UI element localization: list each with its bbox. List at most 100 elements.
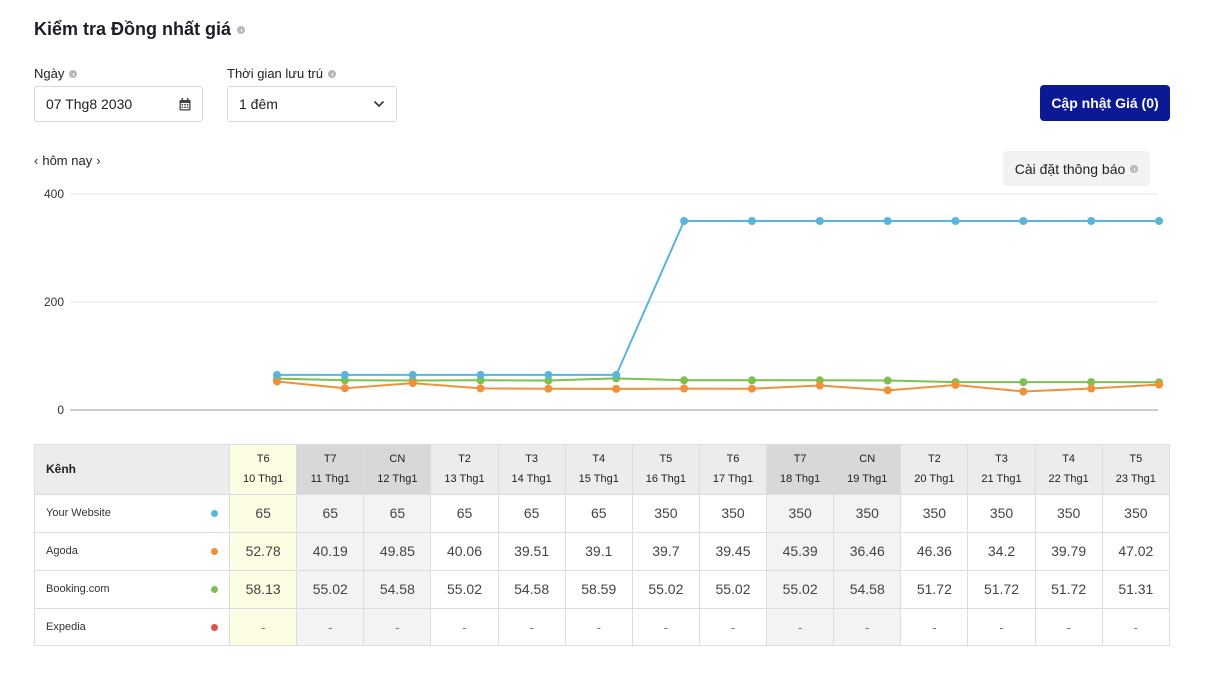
price-cell[interactable]: 54.58 (363, 570, 432, 609)
price-cell[interactable]: - (498, 608, 566, 645)
data-point-your-website[interactable] (1087, 217, 1096, 225)
price-cell[interactable]: 46.36 (900, 532, 969, 571)
price-cell[interactable]: 39.1 (565, 532, 633, 571)
data-point-agoda[interactable] (1087, 384, 1096, 393)
price-cell[interactable]: 39.51 (498, 532, 566, 571)
info-icon[interactable] (237, 25, 246, 34)
info-icon[interactable] (69, 69, 78, 78)
price-cell[interactable]: - (363, 608, 432, 645)
price-cell[interactable]: 52.78 (229, 532, 298, 571)
price-cell[interactable]: 65 (498, 494, 566, 533)
notification-settings-button[interactable]: Cài đặt thông báo (1003, 151, 1150, 186)
data-point-your-website[interactable] (1155, 217, 1164, 225)
price-cell[interactable]: - (833, 608, 902, 645)
info-icon[interactable] (328, 69, 336, 78)
data-point-agoda[interactable] (612, 384, 621, 393)
price-cell[interactable]: 65 (296, 494, 365, 533)
price-cell[interactable]: 51.31 (1102, 570, 1170, 609)
price-cell[interactable]: 350 (1035, 494, 1103, 533)
stay-length-select[interactable]: 1 đêm (227, 86, 397, 122)
data-point-agoda[interactable] (747, 384, 756, 393)
price-cell[interactable]: - (1102, 608, 1170, 645)
price-cell[interactable]: - (430, 608, 499, 645)
price-cell[interactable]: 34.2 (967, 532, 1036, 571)
price-cell[interactable]: 39.45 (699, 532, 768, 571)
price-cell[interactable]: - (1035, 608, 1103, 645)
data-point-your-website[interactable] (815, 217, 824, 225)
data-point-agoda[interactable] (1019, 387, 1028, 396)
price-cell[interactable]: 58.13 (229, 570, 298, 609)
data-point-your-website[interactable] (408, 370, 417, 379)
price-cell[interactable]: - (632, 608, 700, 645)
price-cell[interactable]: 55.02 (430, 570, 499, 609)
price-cell[interactable]: - (766, 608, 835, 645)
price-cell[interactable]: - (967, 608, 1036, 645)
date-input[interactable]: 07 Thg8 2030 (34, 86, 203, 122)
data-point-booking[interactable] (1087, 378, 1096, 387)
price-cell[interactable]: 55.02 (766, 570, 835, 609)
price-cell[interactable]: 350 (1102, 494, 1170, 533)
price-cell[interactable]: 39.79 (1035, 532, 1103, 571)
price-cell[interactable]: 36.46 (833, 532, 902, 571)
data-point-agoda[interactable] (544, 384, 553, 393)
price-cell[interactable]: 51.72 (967, 570, 1036, 609)
price-cell[interactable]: 65 (229, 494, 298, 533)
price-cell[interactable]: 39.7 (632, 532, 700, 571)
data-point-your-website[interactable] (340, 370, 349, 379)
data-point-agoda[interactable] (680, 384, 689, 393)
update-price-button[interactable]: Cập nhật Giá (0) (1040, 85, 1170, 121)
data-point-booking[interactable] (680, 376, 689, 385)
data-point-your-website[interactable] (476, 370, 485, 379)
data-point-your-website[interactable] (612, 370, 621, 379)
price-cell[interactable]: 350 (699, 494, 768, 533)
price-cell[interactable]: 40.19 (296, 532, 365, 571)
data-point-your-website[interactable] (951, 217, 960, 225)
price-cell[interactable]: 65 (363, 494, 432, 533)
data-point-booking[interactable] (747, 376, 756, 385)
price-cell[interactable]: - (296, 608, 365, 645)
price-cell[interactable]: 350 (833, 494, 902, 533)
data-point-your-website[interactable] (680, 217, 689, 225)
data-point-your-website[interactable] (273, 370, 281, 379)
data-point-booking[interactable] (883, 376, 892, 385)
price-cell[interactable]: 55.02 (632, 570, 700, 609)
data-point-agoda[interactable] (883, 386, 892, 395)
price-cell[interactable]: 350 (766, 494, 835, 533)
price-cell[interactable]: 350 (967, 494, 1036, 533)
data-point-booking[interactable] (544, 376, 553, 385)
price-cell[interactable]: 58.59 (565, 570, 633, 609)
data-point-agoda[interactable] (476, 384, 485, 393)
price-cell[interactable]: - (900, 608, 969, 645)
price-cell[interactable]: 51.72 (900, 570, 969, 609)
chevron-right-icon[interactable]: › (96, 153, 101, 168)
price-cell[interactable]: 47.02 (1102, 532, 1170, 571)
price-cell[interactable]: 350 (632, 494, 700, 533)
price-cell[interactable]: 54.58 (498, 570, 566, 609)
price-cell[interactable]: 45.39 (766, 532, 835, 571)
price-cell[interactable]: 65 (565, 494, 633, 533)
data-point-agoda[interactable] (1155, 380, 1164, 389)
data-point-agoda[interactable] (340, 384, 349, 393)
price-cell[interactable]: 54.58 (833, 570, 902, 609)
price-cell[interactable]: 40.06 (430, 532, 499, 571)
today-link[interactable]: hôm nay (42, 153, 93, 168)
price-cell[interactable]: 65 (430, 494, 499, 533)
data-point-agoda[interactable] (951, 380, 960, 389)
chevron-left-icon[interactable]: ‹ (34, 153, 39, 168)
data-point-your-website[interactable] (1019, 217, 1028, 225)
price-cell[interactable]: - (699, 608, 768, 645)
price-cell[interactable]: 49.85 (363, 532, 432, 571)
price-cell[interactable]: 350 (900, 494, 969, 533)
price-cell[interactable]: 55.02 (296, 570, 365, 609)
data-point-booking[interactable] (1019, 378, 1028, 387)
data-point-your-website[interactable] (883, 217, 892, 225)
price-cell[interactable]: 55.02 (699, 570, 768, 609)
data-point-agoda[interactable] (273, 377, 281, 386)
data-point-agoda[interactable] (408, 379, 417, 388)
price-cell[interactable]: - (229, 608, 298, 645)
data-point-your-website[interactable] (544, 370, 553, 379)
price-cell[interactable]: - (565, 608, 633, 645)
data-point-agoda[interactable] (815, 381, 824, 390)
price-cell[interactable]: 51.72 (1035, 570, 1103, 609)
data-point-your-website[interactable] (747, 217, 756, 225)
